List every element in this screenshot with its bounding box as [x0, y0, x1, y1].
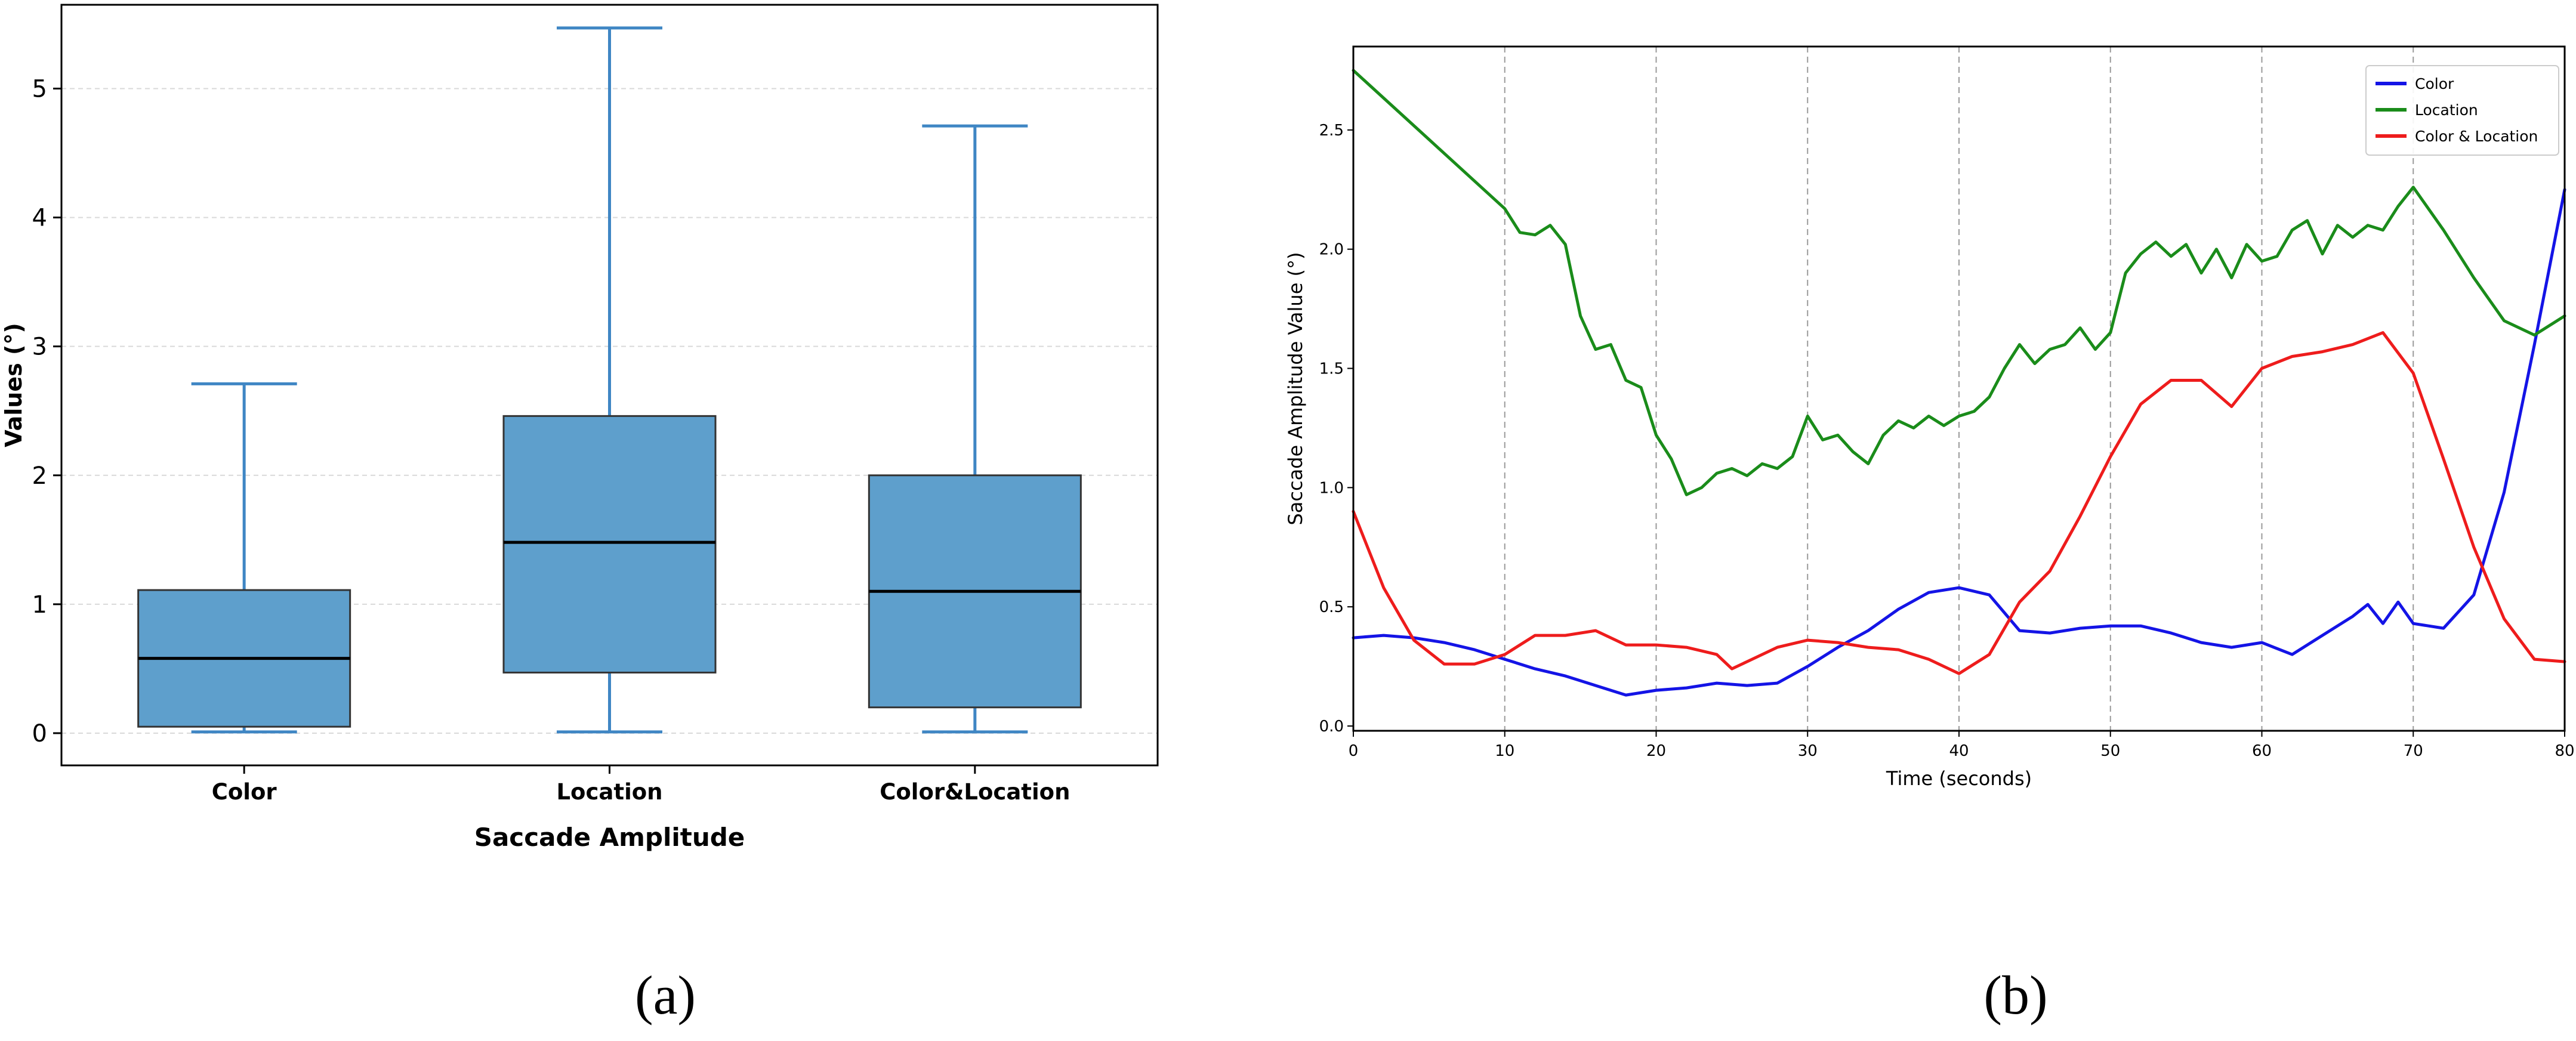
- legend-label: Location: [2415, 101, 2478, 119]
- legend-label: Color: [2415, 75, 2454, 92]
- y-tick-label: 0: [32, 720, 47, 747]
- box-3: [868, 124, 1082, 734]
- y-tick-label: 0.0: [1319, 718, 1344, 736]
- box-1: [137, 382, 351, 734]
- x-tick-label: 20: [1646, 742, 1666, 760]
- x-tick-label: 0: [1349, 742, 1359, 760]
- x-tick-label: Location: [556, 779, 662, 805]
- series-line-3: [1352, 331, 2566, 675]
- x-tick-label: 50: [2100, 742, 2120, 760]
- panel-a-caption: (a): [634, 965, 696, 1025]
- x-tick-label: 10: [1495, 742, 1514, 760]
- box-plot-panel: 0 1 2 3 4 5 Color Location Color&Location Saccade…: [1, 4, 1159, 852]
- x-tick-label: Color&Location: [880, 779, 1070, 805]
- legend: Color Location Color & Location: [2365, 65, 2559, 156]
- y-tick-label: 1.5: [1319, 360, 1344, 378]
- y-axis-title: Values (°): [1, 323, 27, 447]
- legend-box: [2365, 65, 2559, 156]
- x-tick-label: 30: [1798, 742, 1818, 760]
- x-axis-title: Time (seconds): [1886, 767, 2032, 790]
- y-tick-label: 2.5: [1319, 122, 1344, 140]
- y-tick-label: 1: [32, 591, 47, 619]
- x-axis-title: Saccade Amplitude: [474, 823, 745, 852]
- y-tick-label: 0.5: [1319, 598, 1344, 616]
- y-tick-label: 2.0: [1319, 241, 1344, 259]
- y-tick-label: 3: [32, 333, 47, 361]
- plot-frame: [60, 4, 1159, 767]
- series-line-2: [1352, 69, 2566, 496]
- series-line-1: [1352, 188, 2566, 697]
- box-2: [502, 26, 717, 734]
- x-tick-label: 70: [2404, 742, 2423, 760]
- plot-frame: [1352, 45, 2566, 732]
- y-tick-label: 1.0: [1319, 479, 1344, 497]
- legend-label: Color & Location: [2415, 128, 2538, 145]
- y-tick-label: 5: [32, 75, 47, 103]
- panel-b-caption: (b): [1983, 965, 2048, 1025]
- y-tick-label: 2: [32, 462, 47, 490]
- line-chart-panel: 0 10 20 30 40 50 60 70 80 0.0 0.5 1.0 1.5 2.0 2.5 Time …: [1284, 45, 2575, 790]
- iqr-box: [502, 415, 717, 674]
- x-tick-label: 40: [1949, 742, 1969, 760]
- y-tick-label: 4: [32, 205, 47, 232]
- x-tick-label: Color: [212, 779, 277, 805]
- x-tick-label: 60: [2252, 742, 2272, 760]
- y-axis-title: Saccade Amplitude Value (°): [1284, 252, 1307, 525]
- x-tick-label: 80: [2555, 742, 2574, 760]
